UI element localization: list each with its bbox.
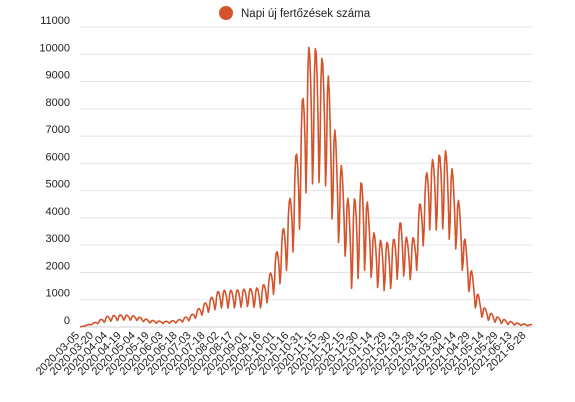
series-line xyxy=(79,46,533,328)
legend-label: Napi új fertőzések száma xyxy=(241,8,371,20)
y-tick-label: 1000 xyxy=(46,288,70,300)
y-tick-label: 11000 xyxy=(40,15,70,27)
y-tick-label: 6000 xyxy=(46,151,70,163)
legend-swatch xyxy=(219,6,233,20)
y-tick-label: 5000 xyxy=(46,179,70,191)
y-tick-label: 3000 xyxy=(46,233,70,245)
y-tick-label: 7000 xyxy=(46,124,70,136)
y-tick-label: 4000 xyxy=(46,206,70,218)
y-tick-label: 10000 xyxy=(39,42,70,54)
y-tick-label: 0 xyxy=(64,315,70,327)
x-axis-tick-labels: 2020-03-052020-03-202020-04-042020-04-19… xyxy=(34,330,529,378)
y-axis-tick-labels: 0 1000 2000 3000 4000 5000 6000 7000 8000 9000 100… xyxy=(39,15,70,327)
series-layer xyxy=(79,46,533,328)
y-tick-label: 9000 xyxy=(46,70,70,82)
y-tick-label: 8000 xyxy=(46,97,70,109)
legend: Napi új fertőzések száma xyxy=(219,6,371,20)
y-tick-label: 2000 xyxy=(46,260,70,272)
